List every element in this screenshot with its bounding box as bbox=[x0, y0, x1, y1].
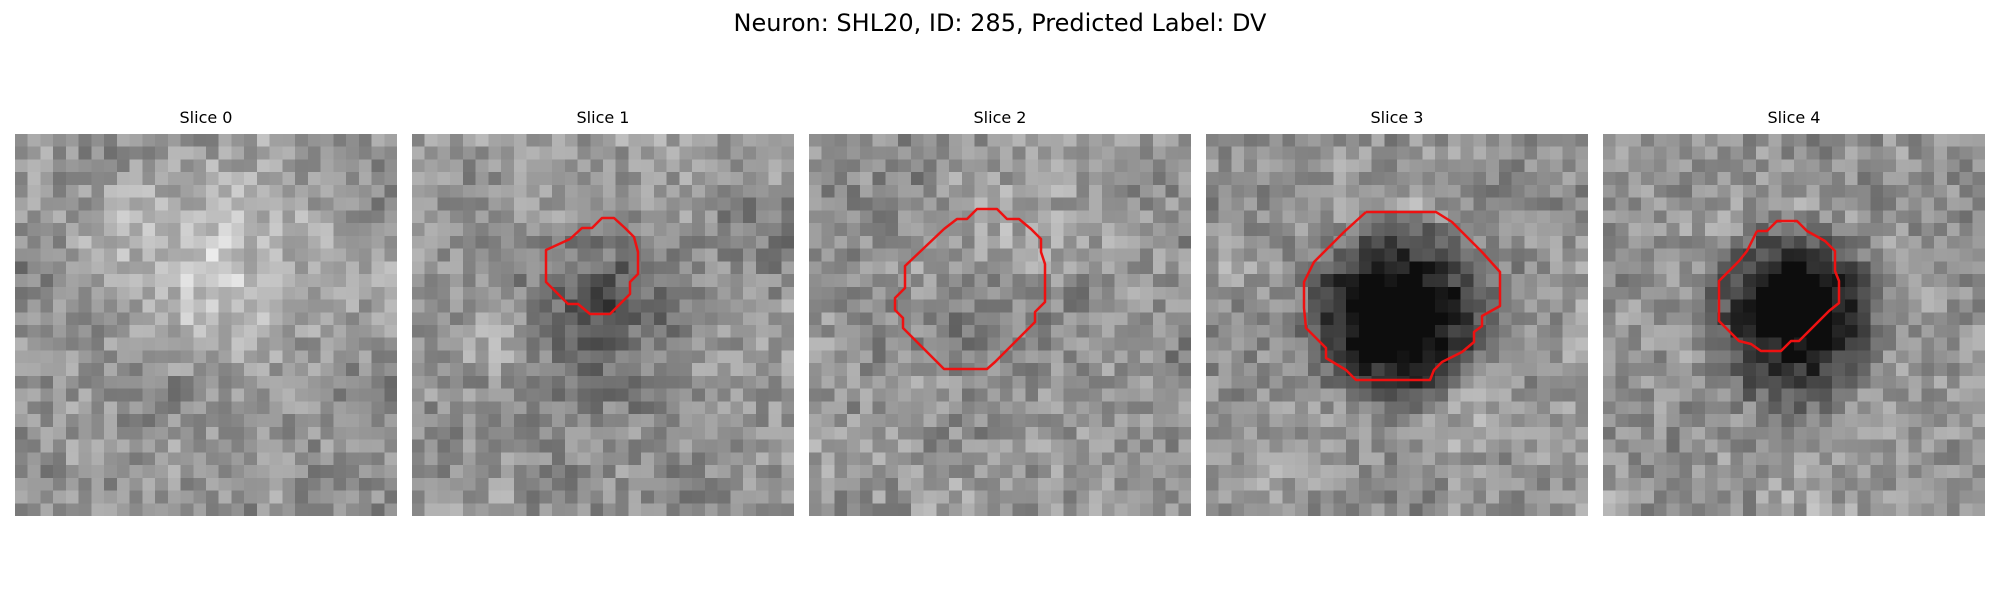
figure-title: Neuron: SHL20, ID: 285, Predicted Label:… bbox=[733, 9, 1267, 37]
slice-image bbox=[412, 134, 794, 516]
slice-title: Slice 2 bbox=[973, 108, 1027, 127]
slice-title: Slice 0 bbox=[179, 108, 233, 127]
microscopy-image bbox=[1206, 134, 1588, 516]
slice-title: Slice 4 bbox=[1767, 108, 1821, 127]
segmentation-contour bbox=[893, 207, 1047, 371]
slice-image bbox=[15, 134, 397, 516]
segmentation-contour bbox=[1717, 219, 1841, 353]
segmentation-contour bbox=[1302, 210, 1502, 382]
slice-image bbox=[1603, 134, 1985, 516]
microscopy-image bbox=[412, 134, 794, 516]
microscopy-image bbox=[15, 134, 397, 516]
slice-title: Slice 3 bbox=[1370, 108, 1424, 127]
slice-image bbox=[1206, 134, 1588, 516]
microscopy-image bbox=[809, 134, 1191, 516]
slice-title: Slice 1 bbox=[576, 108, 630, 127]
slice-image bbox=[809, 134, 1191, 516]
microscopy-image bbox=[1603, 134, 1985, 516]
segmentation-contour bbox=[544, 216, 640, 316]
